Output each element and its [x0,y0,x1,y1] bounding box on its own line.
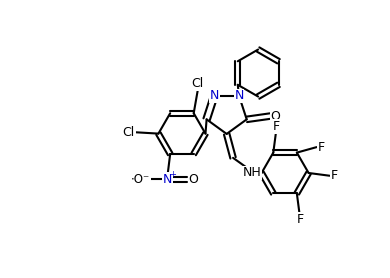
Text: F: F [318,141,325,154]
Text: ⋅O⁻: ⋅O⁻ [131,173,150,185]
Text: N: N [234,89,244,102]
Text: NH: NH [243,167,261,180]
Text: N: N [209,89,219,102]
Text: Cl: Cl [123,126,135,139]
Text: N: N [163,173,172,185]
Text: O: O [270,110,280,123]
Text: F: F [296,213,304,226]
Text: Cl: Cl [192,77,204,90]
Text: F: F [331,169,338,182]
Text: O: O [188,173,199,185]
Text: F: F [273,120,280,133]
Text: +: + [169,170,176,179]
